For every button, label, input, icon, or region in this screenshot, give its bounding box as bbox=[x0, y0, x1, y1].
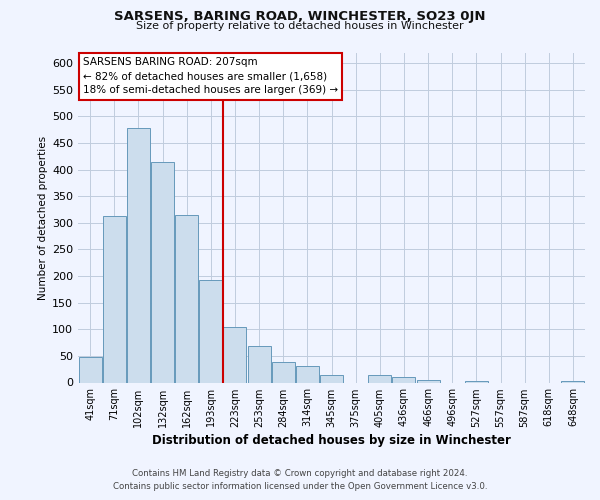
Bar bbox=[296, 366, 319, 382]
Text: Size of property relative to detached houses in Winchester: Size of property relative to detached ho… bbox=[136, 21, 464, 31]
Text: SARSENS, BARING ROAD, WINCHESTER, SO23 0JN: SARSENS, BARING ROAD, WINCHESTER, SO23 0… bbox=[114, 10, 486, 23]
Text: Contains HM Land Registry data © Crown copyright and database right 2024.
Contai: Contains HM Land Registry data © Crown c… bbox=[113, 470, 487, 491]
Text: SARSENS BARING ROAD: 207sqm
← 82% of detached houses are smaller (1,658)
18% of : SARSENS BARING ROAD: 207sqm ← 82% of det… bbox=[83, 58, 338, 96]
Bar bbox=[175, 216, 198, 382]
Bar bbox=[272, 362, 295, 382]
Bar bbox=[416, 380, 440, 382]
Bar bbox=[392, 377, 415, 382]
Bar bbox=[151, 162, 174, 382]
Bar bbox=[79, 357, 101, 382]
Bar bbox=[127, 128, 150, 382]
Bar bbox=[248, 346, 271, 383]
X-axis label: Distribution of detached houses by size in Winchester: Distribution of detached houses by size … bbox=[152, 434, 511, 447]
Bar bbox=[223, 326, 247, 382]
Bar bbox=[103, 216, 125, 382]
Bar bbox=[320, 375, 343, 382]
Bar bbox=[199, 280, 222, 382]
Y-axis label: Number of detached properties: Number of detached properties bbox=[38, 136, 48, 300]
Bar bbox=[368, 374, 391, 382]
